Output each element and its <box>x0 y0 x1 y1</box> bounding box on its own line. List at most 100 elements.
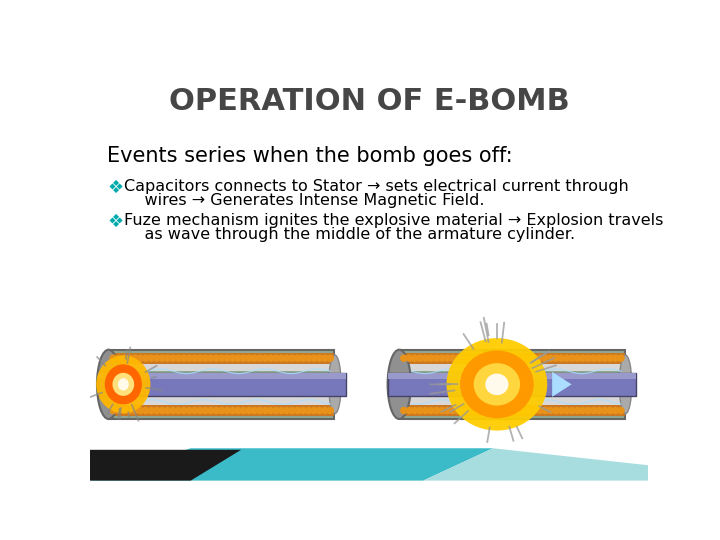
Circle shape <box>423 408 428 414</box>
Circle shape <box>322 355 328 361</box>
Text: Capacitors connects to Stator → sets electrical current through: Capacitors connects to Stator → sets ele… <box>124 179 629 194</box>
Ellipse shape <box>104 364 142 404</box>
Circle shape <box>455 355 462 361</box>
Bar <box>400 350 625 419</box>
Circle shape <box>143 408 149 414</box>
Bar <box>98 373 346 379</box>
Circle shape <box>449 408 456 414</box>
Circle shape <box>327 355 333 361</box>
Circle shape <box>466 355 472 361</box>
Circle shape <box>607 355 613 361</box>
Circle shape <box>526 408 532 414</box>
Circle shape <box>121 355 127 361</box>
Text: OPERATION OF E-BOMB: OPERATION OF E-BOMB <box>168 87 570 116</box>
Circle shape <box>547 408 554 414</box>
Circle shape <box>569 355 575 361</box>
Circle shape <box>612 355 618 361</box>
Circle shape <box>406 355 413 361</box>
Circle shape <box>316 355 323 361</box>
Circle shape <box>520 355 526 361</box>
Circle shape <box>164 355 171 361</box>
Bar <box>388 373 636 396</box>
Circle shape <box>428 408 434 414</box>
Circle shape <box>444 408 451 414</box>
Circle shape <box>477 355 483 361</box>
Circle shape <box>235 408 241 414</box>
Circle shape <box>213 408 220 414</box>
Circle shape <box>170 408 176 414</box>
Circle shape <box>558 355 564 361</box>
Circle shape <box>289 408 295 414</box>
Circle shape <box>116 408 122 414</box>
Circle shape <box>256 355 263 361</box>
Circle shape <box>262 355 269 361</box>
Circle shape <box>520 408 526 414</box>
Circle shape <box>487 408 494 414</box>
Bar <box>388 373 636 379</box>
Circle shape <box>164 408 171 414</box>
FancyArrowPatch shape <box>552 372 572 397</box>
Polygon shape <box>90 450 241 481</box>
Circle shape <box>433 355 439 361</box>
Circle shape <box>531 408 537 414</box>
Circle shape <box>267 408 274 414</box>
Text: wires → Generates Intense Magnetic Field.: wires → Generates Intense Magnetic Field… <box>124 193 485 207</box>
Circle shape <box>482 355 488 361</box>
Circle shape <box>322 408 328 414</box>
Text: ❖: ❖ <box>107 179 123 197</box>
Bar <box>400 353 625 363</box>
Circle shape <box>127 355 132 361</box>
Circle shape <box>148 355 154 361</box>
Circle shape <box>224 355 230 361</box>
Circle shape <box>246 355 252 361</box>
Text: as wave through the middle of the armature cylinder.: as wave through the middle of the armatu… <box>124 226 575 241</box>
Circle shape <box>284 355 290 361</box>
Circle shape <box>240 408 246 414</box>
Circle shape <box>455 408 462 414</box>
Circle shape <box>138 408 143 414</box>
Ellipse shape <box>474 363 520 406</box>
Circle shape <box>585 408 591 414</box>
Circle shape <box>289 355 295 361</box>
Circle shape <box>159 408 165 414</box>
Circle shape <box>127 408 132 414</box>
Circle shape <box>192 408 198 414</box>
Circle shape <box>558 408 564 414</box>
Bar <box>98 373 346 396</box>
Circle shape <box>536 355 543 361</box>
Circle shape <box>284 408 290 414</box>
Circle shape <box>433 408 439 414</box>
Ellipse shape <box>387 350 411 419</box>
Circle shape <box>493 408 499 414</box>
Bar <box>400 405 625 416</box>
Circle shape <box>607 408 613 414</box>
Circle shape <box>305 355 312 361</box>
Text: Events series when the bomb goes off:: Events series when the bomb goes off: <box>107 146 513 166</box>
Circle shape <box>294 408 301 414</box>
Circle shape <box>601 408 608 414</box>
Circle shape <box>515 408 521 414</box>
Circle shape <box>482 408 488 414</box>
Circle shape <box>412 355 418 361</box>
Circle shape <box>466 408 472 414</box>
Circle shape <box>423 355 428 361</box>
Circle shape <box>417 408 423 414</box>
Circle shape <box>197 408 203 414</box>
Circle shape <box>300 408 306 414</box>
Circle shape <box>153 408 160 414</box>
Circle shape <box>504 355 510 361</box>
Circle shape <box>305 408 312 414</box>
Circle shape <box>175 408 181 414</box>
Circle shape <box>590 355 597 361</box>
Circle shape <box>273 408 279 414</box>
Circle shape <box>110 355 117 361</box>
Circle shape <box>311 408 317 414</box>
Circle shape <box>601 355 608 361</box>
Bar <box>109 353 334 363</box>
Polygon shape <box>90 448 493 481</box>
Circle shape <box>235 355 241 361</box>
Ellipse shape <box>118 378 129 390</box>
Ellipse shape <box>460 350 534 418</box>
Circle shape <box>181 408 187 414</box>
Circle shape <box>273 355 279 361</box>
